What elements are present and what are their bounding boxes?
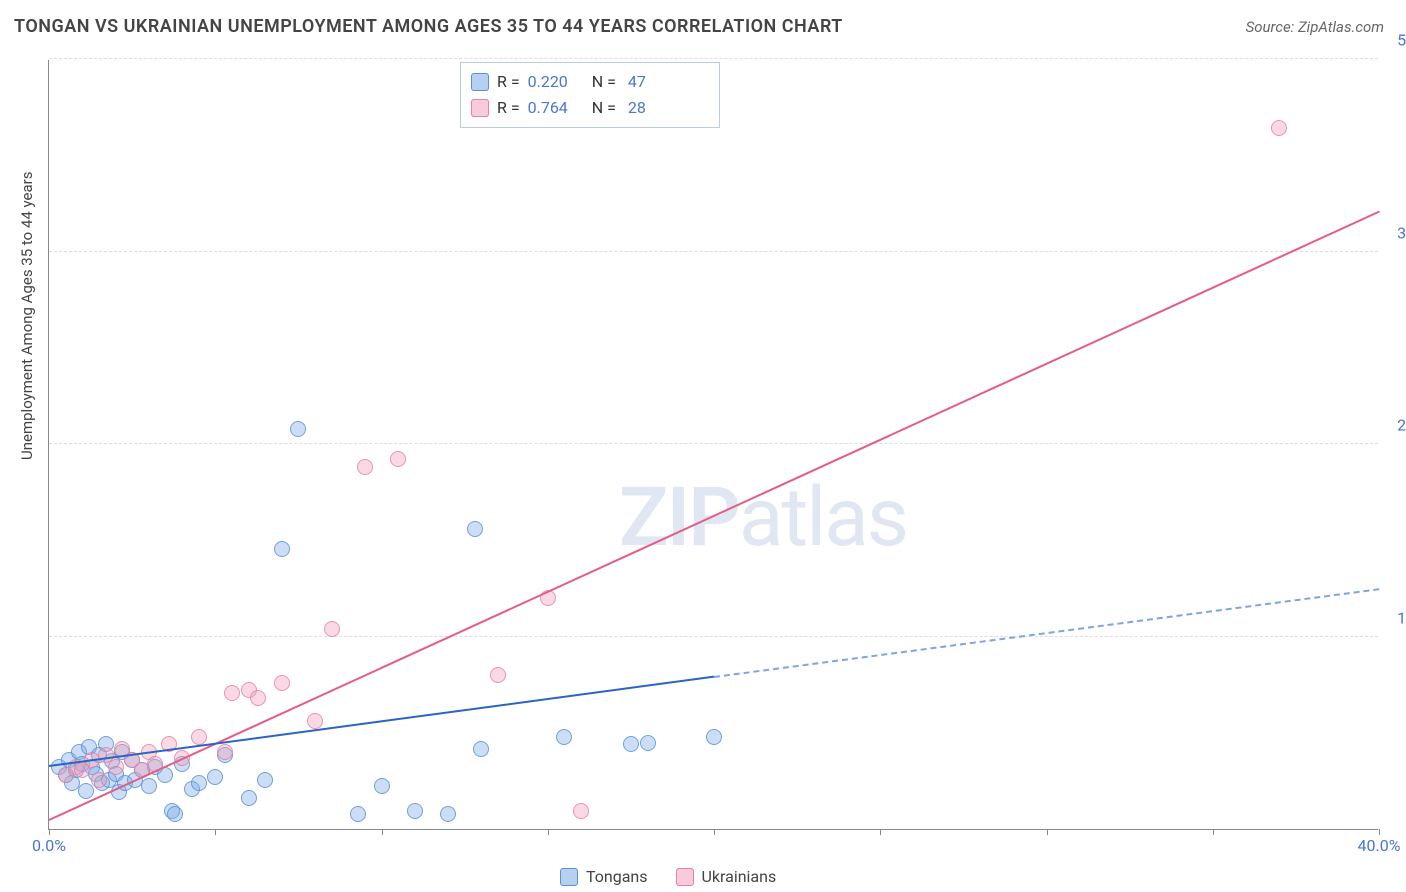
data-point-pink	[573, 803, 589, 819]
data-point-blue	[706, 729, 722, 745]
x-tick	[49, 829, 50, 835]
legend-n-value-tongans: 47	[628, 69, 646, 95]
data-point-pink	[274, 675, 290, 691]
data-point-pink	[108, 759, 124, 775]
trend-line	[714, 588, 1379, 678]
x-tick	[1379, 829, 1380, 835]
correlation-legend: R = 0.220 N = 47 R = 0.764 N = 28	[460, 62, 720, 128]
plot-area: ZIPatlas 12.5%25.0%37.5%50.0%0.0%40.0%	[48, 60, 1378, 830]
x-tick-label: 40.0%	[1358, 836, 1401, 855]
x-tick	[1047, 829, 1048, 835]
legend-r-value-tongans: 0.220	[528, 69, 568, 95]
chart-title: TONGAN VS UKRAINIAN UNEMPLOYMENT AMONG A…	[14, 16, 843, 37]
data-point-pink	[191, 729, 207, 745]
data-point-pink	[357, 459, 373, 475]
legend-r-value-ukrainians: 0.764	[528, 95, 568, 121]
x-tick	[215, 829, 216, 835]
data-point-pink	[224, 685, 240, 701]
x-tick	[880, 829, 881, 835]
gridline	[49, 58, 1378, 59]
legend-row-ukrainians: R = 0.764 N = 28	[471, 95, 709, 121]
data-point-blue	[473, 741, 489, 757]
y-tick-label: 25.0%	[1397, 416, 1406, 435]
y-tick-label: 50.0%	[1397, 31, 1406, 50]
data-point-blue	[141, 778, 157, 794]
data-point-blue	[167, 806, 183, 822]
data-point-blue	[78, 783, 94, 799]
data-point-pink	[250, 690, 266, 706]
legend-label-tongans: Tongans	[586, 867, 648, 886]
data-point-pink	[490, 667, 506, 683]
x-tick	[1213, 829, 1214, 835]
data-point-blue	[374, 778, 390, 794]
data-point-blue	[623, 736, 639, 752]
legend-swatch-blue	[471, 73, 489, 91]
source-name: ZipAtlas.com	[1298, 18, 1384, 36]
legend-r-label: R =	[497, 69, 520, 95]
x-tick	[382, 829, 383, 835]
gridline	[49, 251, 1378, 252]
data-point-pink	[307, 713, 323, 729]
legend-swatch-blue	[560, 868, 578, 886]
y-axis-label: Unemployment Among Ages 35 to 44 years	[18, 172, 36, 460]
data-point-blue	[241, 790, 257, 806]
data-point-blue	[440, 806, 456, 822]
source-prefix: Source:	[1246, 18, 1298, 36]
gridline	[49, 443, 1378, 444]
data-point-pink	[91, 772, 107, 788]
x-tick	[714, 829, 715, 835]
data-point-blue	[556, 729, 572, 745]
legend-n-value-ukrainians: 28	[628, 95, 646, 121]
x-tick-label: 0.0%	[32, 836, 66, 855]
watermark: ZIPatlas	[619, 470, 907, 566]
data-point-blue	[467, 521, 483, 537]
data-point-blue	[640, 735, 656, 751]
data-point-pink	[217, 744, 233, 760]
data-point-blue	[191, 775, 207, 791]
legend-row-tongans: R = 0.220 N = 47	[471, 69, 709, 95]
data-point-pink	[1271, 120, 1287, 136]
data-point-blue	[290, 421, 306, 437]
data-point-blue	[350, 806, 366, 822]
data-point-blue	[407, 803, 423, 819]
y-tick-label: 37.5%	[1397, 223, 1406, 242]
legend-item-ukrainians: Ukrainians	[676, 867, 777, 886]
watermark-atlas: atlas	[739, 470, 907, 566]
source-label: Source: ZipAtlas.com	[1246, 18, 1384, 36]
data-point-pink	[390, 451, 406, 467]
data-point-blue	[257, 772, 273, 788]
legend-label-ukrainians: Ukrainians	[702, 867, 777, 886]
series-legend: Tongans Ukrainians	[560, 867, 776, 886]
legend-n-label: N =	[592, 69, 616, 95]
legend-n-label: N =	[592, 95, 616, 121]
gridline	[49, 636, 1378, 637]
legend-r-label: R =	[497, 95, 520, 121]
legend-swatch-pink	[676, 868, 694, 886]
data-point-blue	[207, 769, 223, 785]
data-point-pink	[324, 621, 340, 637]
legend-swatch-pink	[471, 99, 489, 117]
x-tick	[548, 829, 549, 835]
legend-item-tongans: Tongans	[560, 867, 648, 886]
y-tick-label: 12.5%	[1397, 608, 1406, 627]
data-point-blue	[274, 541, 290, 557]
